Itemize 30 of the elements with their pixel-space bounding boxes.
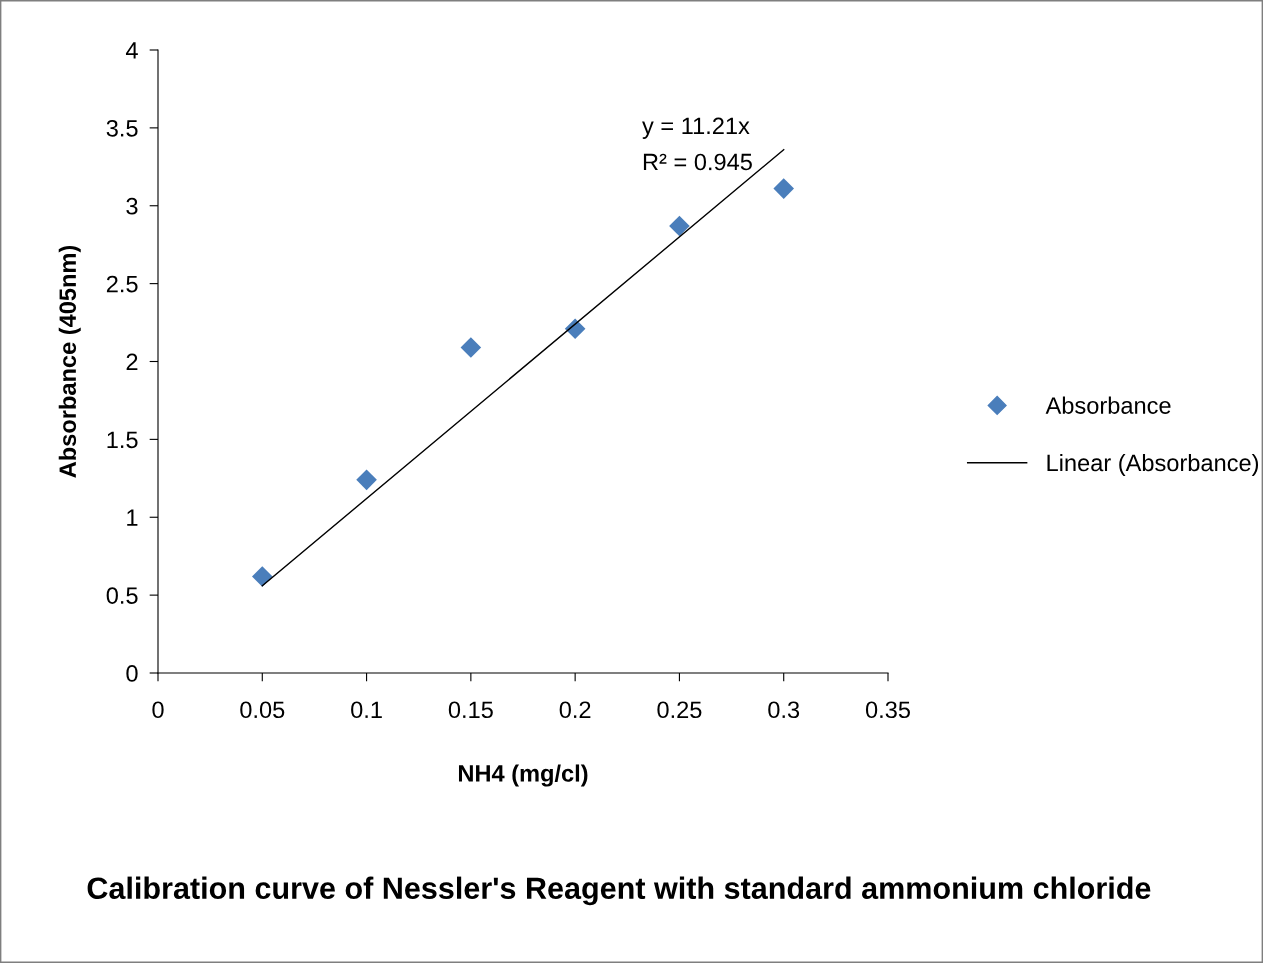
y-tick-label: 1.5	[107, 431, 138, 449]
point	[251, 566, 273, 587]
y-tick-label: 2	[126, 353, 138, 371]
y-tick-label: 4	[125, 42, 138, 59]
point	[460, 337, 482, 358]
x-axis-title: NH4 (mg/cl)	[458, 764, 588, 787]
legend-label: Linear (Absorbance)	[1047, 453, 1259, 476]
x-tick-label: 0.15	[448, 701, 493, 719]
text: Calibration curve of Nessler's Reagent with standard ammonium chloride	[87, 876, 1151, 906]
y-tick-label: 3.5	[106, 119, 138, 137]
x-tick-label: 0.3	[768, 701, 800, 719]
x-tick-label: 0.2	[559, 701, 591, 719]
y-axis-title: Absorbance (405nm)	[58, 245, 81, 478]
y-tick-label: 0.5	[106, 587, 138, 604]
y-tick-label: 3	[126, 197, 138, 215]
legend-label: Absorbance	[1045, 396, 1171, 414]
x-tick-label: 0.05	[240, 701, 285, 719]
point	[669, 215, 690, 237]
point	[773, 178, 795, 199]
point	[564, 318, 586, 340]
x-tick-label: 0.35	[865, 701, 910, 719]
annotation: y = 11.21x	[642, 117, 750, 139]
x-tick-label: 0.25	[657, 701, 702, 719]
point	[356, 469, 377, 491]
y-tick-label: 1	[127, 509, 138, 526]
x-tick-label: 0	[152, 701, 164, 719]
annotation: R² = 0.945	[643, 153, 752, 171]
x-tick-label: 0.1	[351, 701, 382, 719]
y-tick-label: 0	[126, 665, 138, 682]
y-tick-label: 2.5	[106, 275, 138, 293]
